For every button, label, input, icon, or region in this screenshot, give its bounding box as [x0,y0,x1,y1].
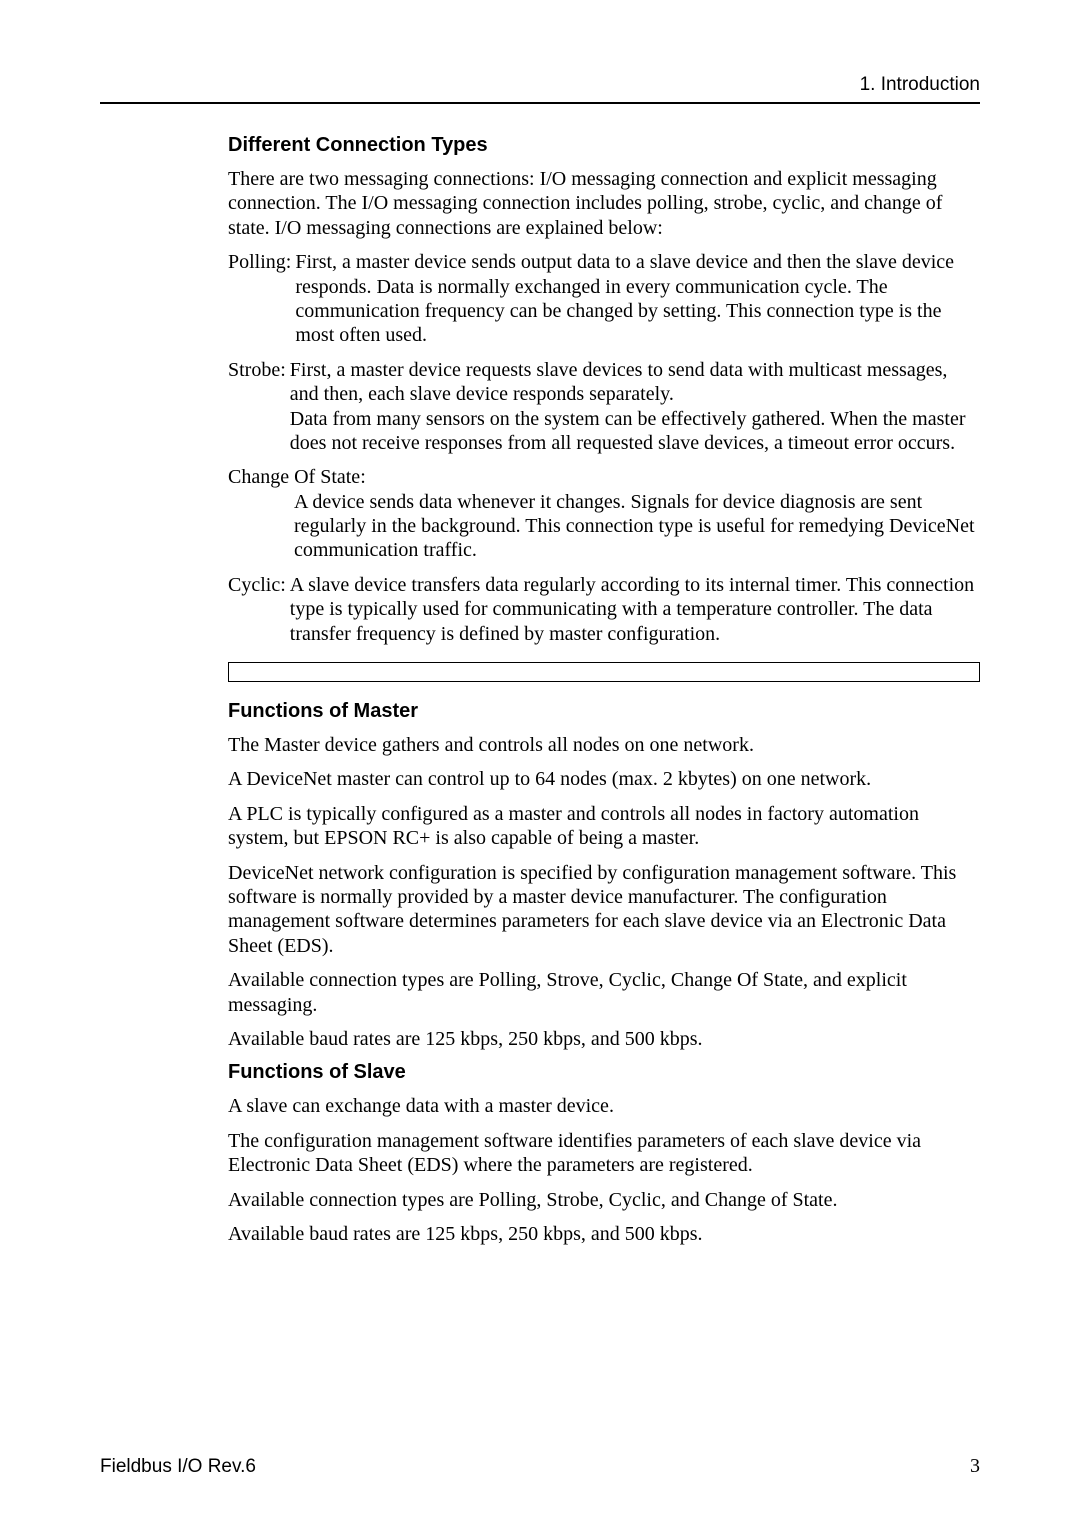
slave-p1: A slave can exchange data with a master … [228,1094,980,1118]
strobe-body-1: First, a master device requests slave de… [290,358,980,407]
strobe-label: Strobe: [228,358,290,456]
cyclic-body: A slave device transfers data regularly … [290,573,980,646]
master-p5: Available connection types are Polling, … [228,968,980,1017]
cos-body: A device sends data whenever it changes.… [294,490,980,563]
intro-paragraph: There are two messaging connections: I/O… [228,167,980,240]
note-block [100,662,980,682]
master-p2: A DeviceNet master can control up to 64 … [228,767,980,791]
definition-strobe: Strobe: First, a master device requests … [228,358,980,456]
master-p6: Available baud rates are 125 kbps, 250 k… [228,1027,980,1051]
heading-different-connection-types: Different Connection Types [228,134,980,157]
definition-change-of-state: Change Of State: A device sends data whe… [228,465,980,563]
slave-p3: Available connection types are Polling, … [228,1188,980,1212]
strobe-body-2: Data from many sensors on the system can… [290,407,980,456]
definition-cyclic: Cyclic: A slave device transfers data re… [228,573,980,646]
note-text [228,662,980,682]
master-p1: The Master device gathers and controls a… [228,733,980,757]
footer-doc-title: Fieldbus I/O Rev.6 [100,1456,256,1478]
slave-p2: The configuration management software id… [228,1129,980,1178]
polling-label: Polling: [228,250,295,348]
cyclic-label: Cyclic: [228,573,290,646]
header-section: 1. Introduction [100,74,980,96]
page-footer: Fieldbus I/O Rev.6 3 [100,1455,980,1478]
polling-body: First, a master device sends output data… [295,250,980,348]
master-p3: A PLC is typically configured as a maste… [228,802,980,851]
heading-functions-of-slave: Functions of Slave [228,1061,980,1084]
cos-label: Change Of State: [228,465,980,489]
footer-page-number: 3 [970,1455,980,1478]
master-p4: DeviceNet network configuration is speci… [228,861,980,959]
slave-p4: Available baud rates are 125 kbps, 250 k… [228,1222,980,1246]
heading-functions-of-master: Functions of Master [228,700,980,723]
definition-polling: Polling: First, a master device sends ou… [228,250,980,348]
